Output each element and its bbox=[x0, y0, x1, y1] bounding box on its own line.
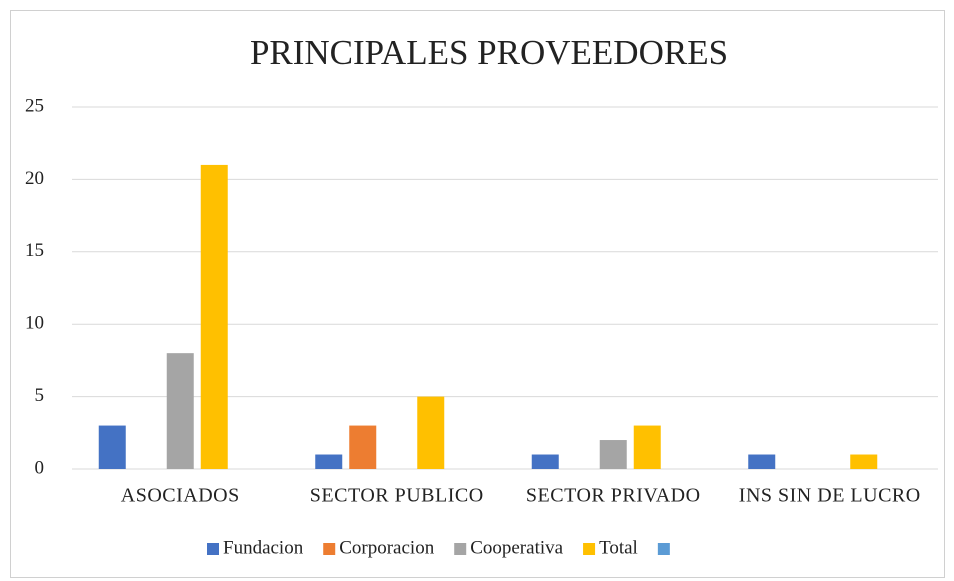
bar bbox=[531, 454, 559, 469]
legend-swatch bbox=[207, 543, 219, 555]
bar bbox=[633, 425, 661, 469]
bar bbox=[599, 440, 627, 469]
bar bbox=[200, 164, 228, 470]
bar bbox=[748, 454, 776, 469]
y-tick-label: 5 bbox=[35, 385, 45, 406]
x-tick-label: SECTOR PRIVADO bbox=[526, 485, 701, 507]
bar bbox=[166, 353, 194, 469]
legend: Fundacion Corporacion Cooperativa Total bbox=[207, 537, 670, 558]
legend-label: Fundacion bbox=[223, 537, 304, 558]
bar bbox=[349, 425, 377, 469]
chart-frame bbox=[10, 10, 945, 578]
y-tick-label: 10 bbox=[25, 313, 44, 334]
y-tick-label: 0 bbox=[35, 457, 45, 478]
bar bbox=[315, 454, 343, 469]
x-tick-label: SECTOR PUBLICO bbox=[310, 485, 484, 507]
x-tick-label: ASOCIADOS bbox=[121, 485, 240, 507]
bar bbox=[417, 396, 445, 469]
y-tick-label: 15 bbox=[25, 240, 44, 261]
legend-swatch bbox=[657, 543, 670, 555]
legend-swatch bbox=[323, 543, 336, 555]
x-tick-label: INS SIN DE LUCRO bbox=[739, 485, 921, 507]
y-tick-label: 20 bbox=[25, 168, 44, 189]
legend-label: Corporacion bbox=[339, 537, 434, 558]
y-tick-label: 25 bbox=[25, 95, 44, 116]
legend-label: Total bbox=[599, 537, 638, 558]
legend-swatch bbox=[583, 543, 596, 555]
bar bbox=[850, 454, 878, 469]
legend-swatch bbox=[454, 543, 467, 555]
bar bbox=[98, 425, 126, 469]
chart-title: PRINCIPALES PROVEEDORES bbox=[250, 33, 728, 72]
legend-label: Cooperativa bbox=[470, 537, 563, 558]
